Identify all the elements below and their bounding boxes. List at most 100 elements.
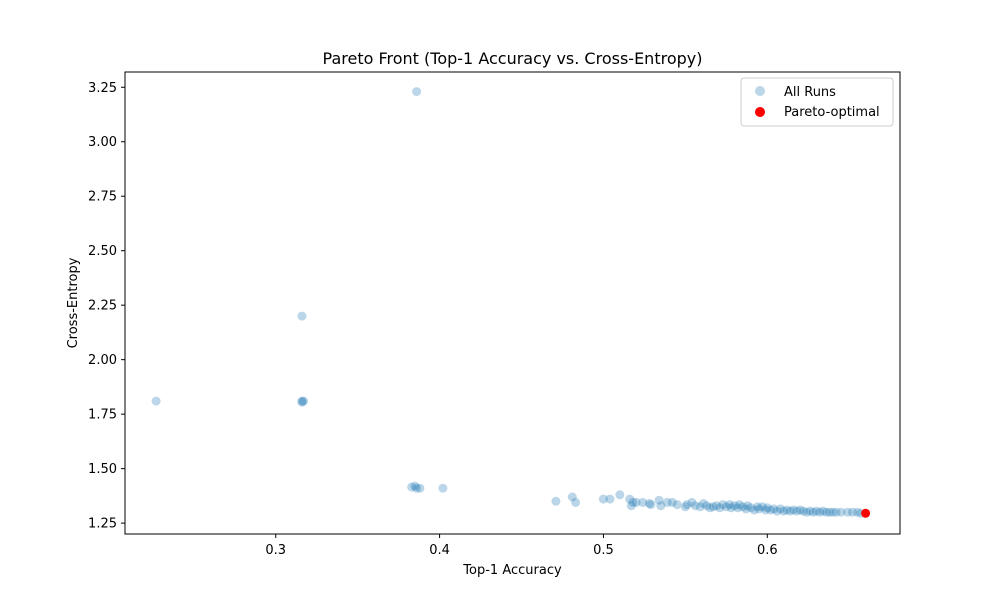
data-point-all-runs <box>656 501 666 511</box>
data-point-all-runs <box>843 507 853 517</box>
data-point-all-runs <box>297 396 307 406</box>
data-point-all-runs <box>615 490 625 500</box>
points-layer <box>151 87 871 518</box>
data-point-all-runs <box>746 503 756 513</box>
y-tick-label: 1.25 <box>88 517 117 532</box>
x-axis-label: Top-1 Accuracy <box>462 563 562 578</box>
data-point-all-runs <box>821 507 831 517</box>
y-tick-label: 3.00 <box>88 135 117 150</box>
data-point-all-runs <box>567 492 577 502</box>
data-point-all-runs <box>828 507 838 517</box>
y-tick-label: 2.00 <box>88 353 117 368</box>
data-point-all-runs <box>628 497 638 507</box>
data-point-all-runs <box>757 502 767 512</box>
data-point-all-runs <box>297 311 307 321</box>
data-point-all-runs <box>772 506 782 516</box>
data-point-all-runs <box>672 500 682 510</box>
y-tick-label: 2.25 <box>88 299 117 314</box>
data-point-all-runs <box>551 496 561 506</box>
data-point-all-runs <box>762 503 772 513</box>
data-point-all-runs <box>695 502 705 512</box>
data-point-all-runs <box>438 483 448 493</box>
data-point-all-runs <box>775 504 785 514</box>
data-point-all-runs <box>725 500 735 510</box>
data-point-all-runs <box>730 501 739 511</box>
axes-frame <box>124 71 901 535</box>
data-point-all-runs <box>734 500 744 510</box>
data-point-pareto-optimal <box>861 508 871 518</box>
x-tick-label: 0.5 <box>593 543 614 558</box>
legend-box <box>740 77 894 127</box>
data-point-all-runs <box>805 506 815 516</box>
plot-area: 0.3 0.4 0.5 0.6 1.25 1.50 1.75 2.00 2.25 2.50 2.7… <box>88 71 901 558</box>
y-tick-label: 2.50 <box>88 244 117 259</box>
data-point-all-runs <box>690 501 700 511</box>
y-axis-ticks: 1.25 1.50 1.75 2.00 2.25 2.50 2.75 3.00 3.25 <box>88 81 125 532</box>
data-point-all-runs <box>415 483 425 493</box>
data-point-all-runs <box>667 497 677 507</box>
data-point-all-runs <box>795 505 805 515</box>
data-point-all-runs <box>815 507 825 517</box>
data-point-all-runs <box>848 507 857 517</box>
x-tick-label: 0.6 <box>757 543 778 558</box>
y-tick-label: 1.75 <box>88 408 117 423</box>
data-point-all-runs <box>644 499 654 508</box>
legend-label-pareto-optimal: Pareto-optimal <box>784 105 880 120</box>
data-point-all-runs <box>625 494 635 504</box>
data-point-all-runs <box>680 502 690 512</box>
legend-marker-pareto-optimal <box>755 107 765 117</box>
data-point-all-runs <box>802 507 812 517</box>
data-point-all-runs <box>698 499 708 508</box>
data-point-all-runs <box>831 507 841 517</box>
data-point-all-runs <box>626 501 636 511</box>
data-point-all-runs <box>811 506 821 516</box>
data-point-all-runs <box>741 504 751 514</box>
data-point-all-runs <box>151 396 161 406</box>
data-point-all-runs <box>721 502 731 512</box>
data-point-all-runs <box>571 497 581 507</box>
legend-label-all-runs: All Runs <box>784 85 836 100</box>
chart-title: Pareto Front (Top-1 Accuracy vs. Cross-E… <box>323 49 703 68</box>
data-point-all-runs <box>715 503 725 513</box>
data-point-all-runs <box>654 495 664 505</box>
data-point-all-runs <box>712 501 721 511</box>
data-point-all-runs <box>782 505 792 515</box>
x-tick-label: 0.3 <box>265 543 286 558</box>
data-point-all-runs <box>702 501 712 511</box>
y-tick-label: 2.75 <box>88 190 117 205</box>
data-point-all-runs <box>718 500 728 510</box>
data-point-all-runs <box>808 507 818 517</box>
data-point-all-runs <box>789 505 798 515</box>
data-point-all-runs <box>412 483 422 493</box>
data-point-all-runs <box>646 500 656 510</box>
data-point-all-runs <box>412 87 422 97</box>
data-point-all-runs <box>753 502 762 512</box>
data-point-all-runs <box>769 504 779 514</box>
data-point-all-runs <box>792 506 802 516</box>
data-point-all-runs <box>708 502 718 512</box>
data-point-all-runs <box>785 506 795 516</box>
y-tick-label: 3.25 <box>88 81 117 96</box>
y-tick-label: 1.50 <box>88 462 117 477</box>
data-point-all-runs <box>705 503 715 513</box>
x-tick-label: 0.4 <box>429 543 450 558</box>
data-point-all-runs <box>605 494 615 504</box>
legend: All Runs Pareto-optimal <box>740 77 894 127</box>
legend-marker-all-runs <box>755 86 765 96</box>
data-point-all-runs <box>779 506 789 516</box>
data-point-all-runs <box>852 507 862 517</box>
y-axis-label: Cross-Entropy <box>66 257 81 348</box>
data-point-all-runs <box>726 503 736 513</box>
data-point-all-runs <box>749 505 759 515</box>
data-point-all-runs <box>738 502 748 512</box>
data-point-all-runs <box>631 497 641 507</box>
data-point-all-runs <box>638 497 648 507</box>
x-axis-ticks: 0.3 0.4 0.5 0.6 <box>265 534 778 558</box>
data-point-all-runs <box>754 504 764 514</box>
data-point-all-runs <box>407 482 417 492</box>
data-point-all-runs <box>761 505 771 515</box>
data-point-all-runs <box>766 505 776 515</box>
data-point-all-runs <box>836 507 846 517</box>
data-point-all-runs <box>297 397 307 407</box>
